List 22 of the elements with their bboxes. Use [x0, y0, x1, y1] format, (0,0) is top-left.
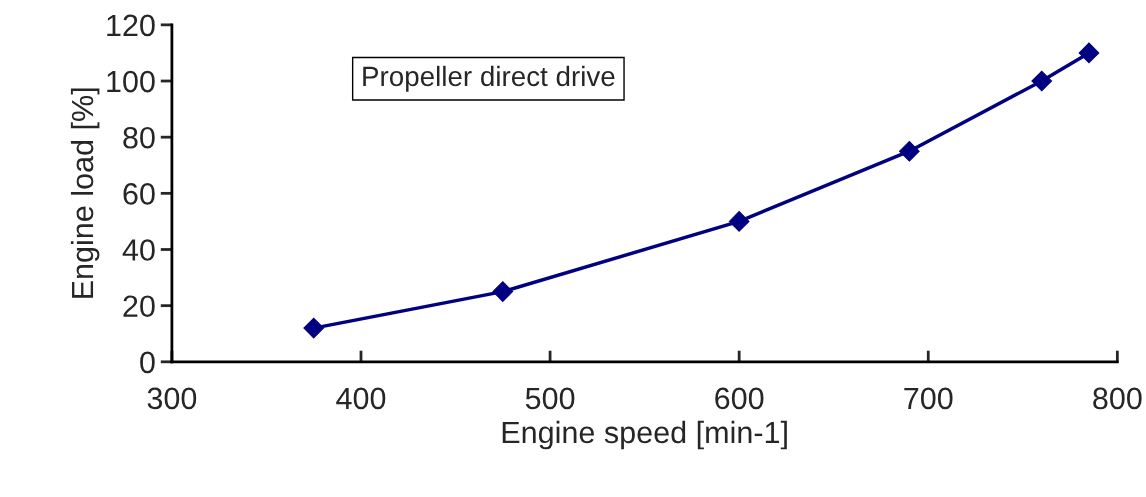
point [1078, 42, 1100, 64]
y-tick-label: 100 [107, 70, 155, 93]
y-axis-title: Engine load [%] [70, 88, 100, 298]
point [899, 140, 920, 162]
x-tick-label: 400 [336, 387, 386, 410]
x-tick-label: 800 [1093, 387, 1142, 410]
y-tick-label: 80 [123, 126, 155, 149]
point [492, 281, 514, 302]
y-tick-label: 60 [123, 183, 155, 205]
x-tick-label: 700 [904, 387, 953, 410]
point [728, 211, 750, 232]
point [303, 317, 325, 339]
x-tick-label: 300 [147, 387, 197, 410]
y-tick-label: 0 [140, 351, 155, 374]
y-tick-label: 20 [123, 295, 155, 318]
x-axis-title: Engine speed [min-1] [502, 420, 787, 450]
y-tick-label: 120 [107, 14, 155, 37]
annotation: Propeller direct drive [363, 65, 615, 92]
x-tick-label: 500 [525, 387, 575, 410]
y-tick-label: 40 [122, 239, 155, 261]
point [1031, 70, 1053, 92]
x-tick-label: 600 [715, 387, 764, 410]
